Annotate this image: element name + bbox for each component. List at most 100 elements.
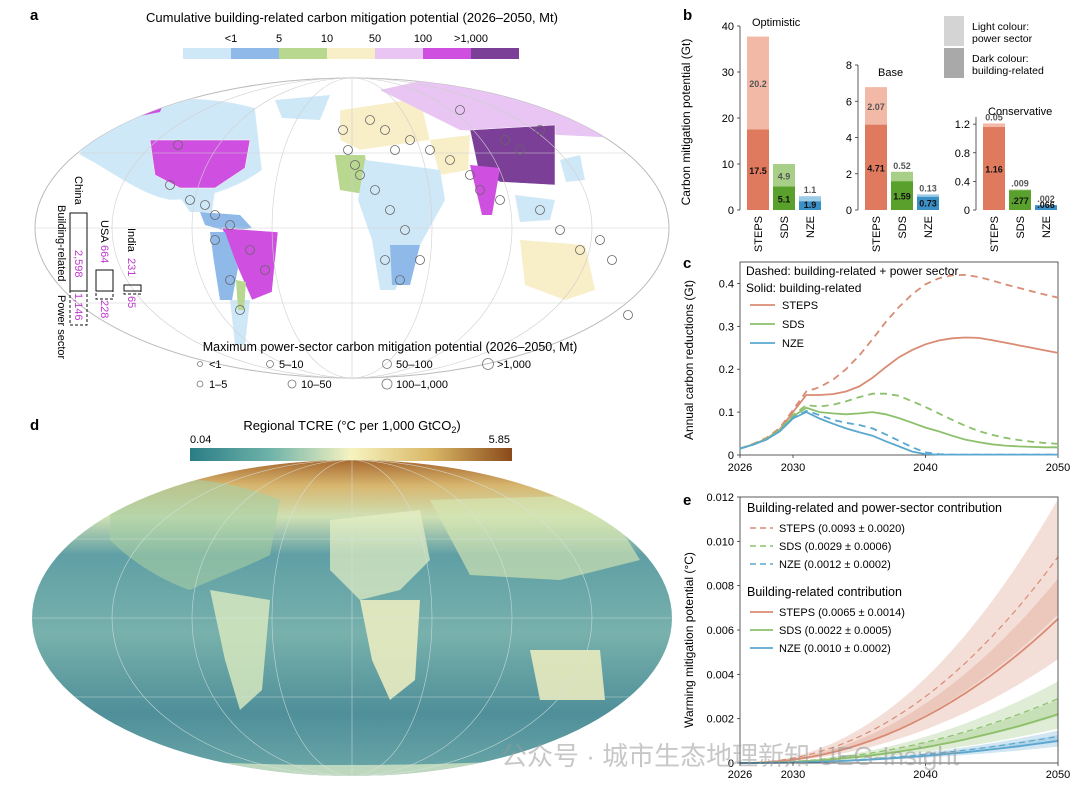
bars-label-power: Power sector (55, 295, 67, 360)
watermark: 公众号 · 城市生态地理新知 UEG-Insight (501, 741, 960, 771)
e-xtick-label: 2040 (913, 769, 937, 781)
bar-power (983, 123, 1005, 128)
bar-power (773, 164, 795, 187)
power-circle (225, 220, 235, 230)
power-circle (235, 305, 245, 315)
power-circle (495, 195, 505, 205)
panel-c: c Annual carbon reductions (Gt) 00.10.20… (682, 255, 1070, 474)
power-legend-label: 10–50 (301, 379, 332, 391)
scale-swatch (183, 48, 231, 59)
c-xtick-label: 2030 (781, 462, 805, 474)
scale-swatch (375, 48, 423, 59)
e-ytick-label: 0.010 (706, 536, 734, 548)
bar-tick-label: 0 (964, 205, 970, 217)
power-legend-marker (266, 360, 274, 368)
legend-dark-label-2: building-related (972, 65, 1044, 77)
power-circle (395, 275, 405, 285)
series-line-steps-dashed (739, 273, 1059, 450)
power-circle (555, 225, 565, 235)
bar-category-label: NZE (1041, 216, 1053, 238)
tcre-max-label: 5.85 (489, 434, 510, 446)
bar-tick-label: 30 (722, 67, 734, 79)
power-circle (173, 140, 183, 150)
bar-tick-label: 20 (722, 113, 734, 125)
bar-tick-label: 40 (722, 21, 734, 33)
power-circle (415, 255, 425, 265)
color-scale-a: <1 5 10 50 100 >1,000 (183, 33, 519, 59)
bar-building-label: .277 (1011, 196, 1029, 206)
bar-country-usa: USA (98, 220, 110, 243)
power-legend-label: <1 (209, 359, 222, 371)
bar-category-label: STEPS (871, 216, 883, 252)
power-legend-marker (382, 359, 392, 369)
scale-label: >1,000 (454, 33, 488, 45)
bar-tick-label: 0.8 (955, 148, 970, 160)
bar-building (799, 201, 821, 210)
c-ytick-label: 0.1 (719, 407, 734, 419)
bar-building (773, 186, 795, 210)
legend-light-swatch (944, 16, 964, 46)
bar-power-label: 0.05 (985, 112, 1003, 122)
power-circle (260, 265, 270, 275)
bar-tick-label: 0 (846, 205, 852, 217)
tcre-map (32, 460, 672, 776)
bar-building-label: 5.1 (778, 194, 791, 204)
bar-category-label: STEPS (989, 216, 1001, 252)
power-circle (338, 125, 348, 135)
power-circle (595, 235, 605, 245)
e-ytick-label: 0 (728, 758, 734, 770)
bar-china-building (69, 212, 88, 292)
bar-building (865, 124, 887, 210)
panel-d-letter: d (30, 417, 39, 434)
bar-building-label: .066 (1037, 200, 1055, 210)
power-circle (210, 210, 220, 220)
tcre-colorbar (190, 448, 512, 461)
bar-category-label: SDS (897, 216, 909, 239)
panel-b: b Carbon mitigation potential (Gt) Optim… (679, 7, 1057, 252)
bar-tick-label: 10 (722, 159, 734, 171)
power-circle (535, 125, 545, 135)
bar-tick-label: 6 (846, 96, 852, 108)
scale-swatch (423, 48, 471, 59)
bar-building (891, 181, 913, 210)
bar-group-title: Conservative (988, 106, 1052, 118)
bar-power (917, 194, 939, 197)
band-sds-dashed (740, 681, 1058, 763)
bar-power (747, 36, 769, 130)
panel-d: d Regional TCRE (°C per 1,000 GtCO2) 0.0… (30, 417, 672, 776)
bar-power-label: 0.13 (919, 183, 937, 193)
legend-light-label: Light colour: (972, 21, 1029, 33)
bar-building (747, 129, 769, 210)
e-xtick-label: 2030 (781, 769, 805, 781)
panel-e-ylabel: Warming mitigation potential (°C) (682, 552, 696, 728)
bar-group-title: Base (878, 67, 903, 79)
power-legend-marker (287, 379, 297, 389)
c-legend-label: SDS (782, 319, 805, 331)
series-line-steps-solid (739, 618, 1059, 764)
e-legend-dashed-label: STEPS (0.0093 ± 0.0020) (779, 523, 905, 535)
power-circle (185, 195, 195, 205)
scale-label: 50 (369, 33, 381, 45)
series-line-steps-dashed (739, 556, 1059, 764)
bar-power-label: 1.1 (804, 185, 817, 195)
tcre-min-label: 0.04 (190, 434, 211, 446)
e-legend-dashed-label: SDS (0.0029 ± 0.0006) (779, 541, 891, 553)
bar-china-building-value: 2,598 (72, 250, 84, 278)
e-legend-solid-label: NZE (0.0010 ± 0.0002) (779, 643, 891, 655)
e-ytick-label: 0.008 (706, 581, 734, 593)
bar-category-label: STEPS (753, 216, 765, 252)
power-circle (380, 125, 390, 135)
bar-power-label: 2.07 (867, 102, 885, 112)
bar-india-building-value: 231 (125, 258, 137, 276)
e-legend-group-1: Building-related and power-sector contri… (747, 501, 1002, 515)
power-legend-marker (197, 361, 203, 367)
bar-tick-label: 2 (846, 169, 852, 181)
scale-label: 5 (276, 33, 282, 45)
power-circle (365, 115, 375, 125)
bar-building (983, 127, 1005, 210)
power-legend-title: Maximum power-sector carbon mitigation p… (203, 340, 577, 354)
scale-swatch (327, 48, 375, 59)
legend-dark-label: Dark colour: (972, 53, 1029, 65)
bar-group-title: Optimistic (752, 17, 801, 29)
